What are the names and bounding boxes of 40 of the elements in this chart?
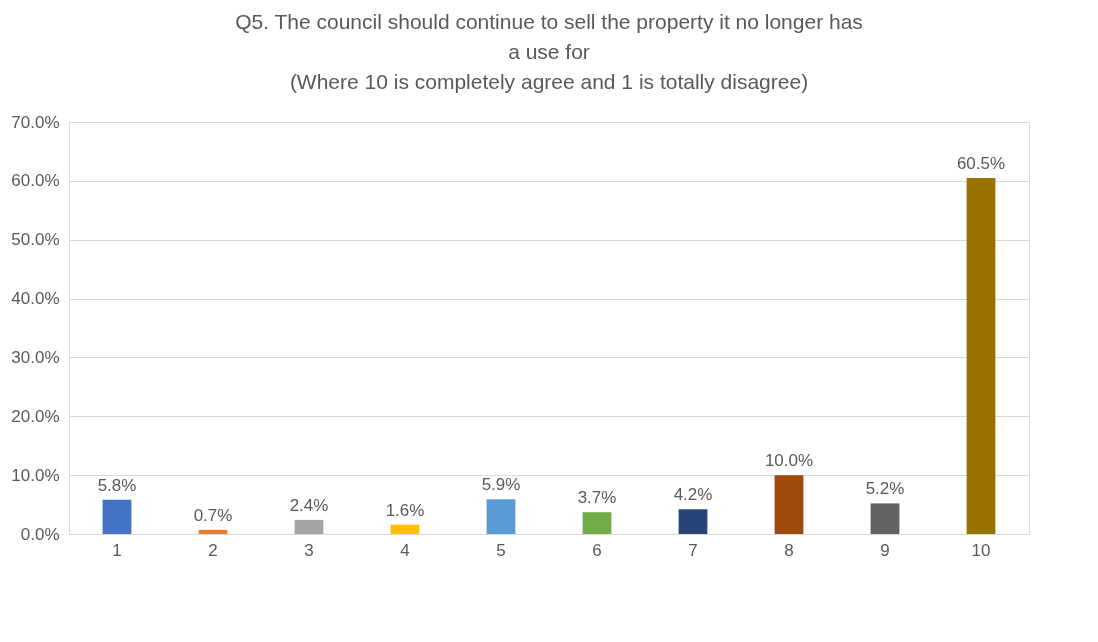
bar xyxy=(294,519,324,534)
y-tick-label: 60.0% xyxy=(11,171,60,191)
y-tick-label: 10.0% xyxy=(11,465,60,485)
x-tick-label: 10 xyxy=(971,540,991,560)
data-label: 0.7% xyxy=(193,505,233,525)
bar xyxy=(390,524,420,534)
x-tick-label: 6 xyxy=(592,540,602,560)
x-tick-label: 5 xyxy=(496,540,506,560)
y-tick-label: 40.0% xyxy=(11,289,60,309)
bar xyxy=(102,499,132,534)
y-tick-label: 20.0% xyxy=(11,406,60,426)
data-label: 60.5% xyxy=(956,153,1006,173)
bar xyxy=(486,499,516,534)
bar xyxy=(582,512,612,534)
y-tick-label: 50.0% xyxy=(11,230,60,250)
data-label: 5.9% xyxy=(481,475,521,495)
y-tick-label: 30.0% xyxy=(11,347,60,367)
data-label: 2.4% xyxy=(289,495,329,515)
chart-title: Q5. The council should continue to sell the property it no longer has a use for xyxy=(235,10,863,63)
data-label: 4.2% xyxy=(673,485,713,505)
bar xyxy=(678,509,708,534)
x-tick-label: 4 xyxy=(400,540,410,560)
data-label: 10.0% xyxy=(764,451,814,471)
x-tick-label: 1 xyxy=(112,540,122,560)
data-label: 1.6% xyxy=(385,500,425,520)
data-label: 3.7% xyxy=(577,488,617,508)
x-tick-label: 9 xyxy=(880,540,890,560)
data-label: 5.2% xyxy=(865,479,905,499)
x-tick-label: 7 xyxy=(688,540,698,560)
x-tick-label: 2 xyxy=(208,540,218,560)
x-tick-label: 3 xyxy=(304,540,314,560)
y-tick-label: 70.0% xyxy=(11,112,60,132)
bar xyxy=(966,177,996,534)
data-label: 5.8% xyxy=(97,475,137,495)
y-tick-label: 0.0% xyxy=(20,524,60,544)
bar xyxy=(774,475,804,534)
chart-subtitle: (Where 10 is completely agree and 1 is totally disagree) xyxy=(289,70,809,93)
bar xyxy=(198,529,228,534)
x-tick-label: 8 xyxy=(784,540,794,560)
bar xyxy=(870,503,900,534)
